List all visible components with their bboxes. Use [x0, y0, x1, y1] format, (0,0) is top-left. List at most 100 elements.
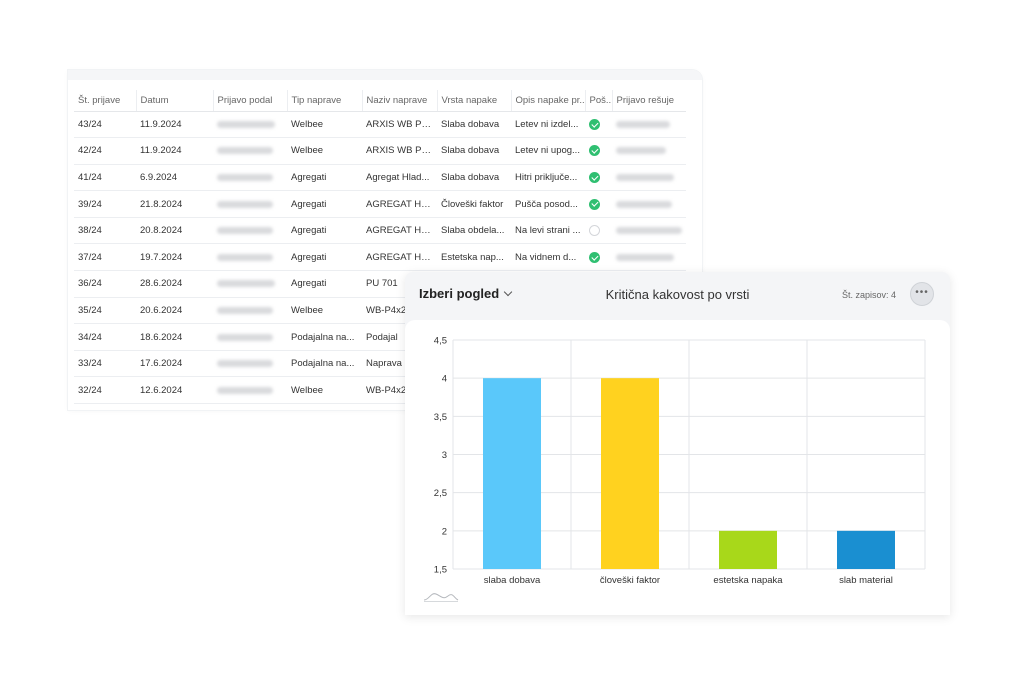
column-header[interactable]: Št. prijave: [74, 90, 136, 112]
row-device-type-cell: Welbee: [287, 297, 362, 325]
row-device-type-cell: Agregati: [287, 243, 362, 272]
check-circle-icon: [589, 118, 600, 130]
row-date-cell: 28.6.2024: [136, 270, 213, 298]
redacted-name: [217, 386, 273, 394]
column-header[interactable]: Tip naprave: [286, 90, 362, 112]
row-date-cell: 17.6.2024: [136, 350, 213, 378]
row-solver-cell: [612, 111, 686, 139]
y-tick-label: 4,5: [434, 336, 447, 347]
row-defect-type-cell: Estetska nap...: [437, 243, 511, 272]
record-count: Št. zapisov: 4: [841, 290, 896, 300]
x-category-label: estetska napaka: [713, 575, 783, 586]
row-id-cell: 43/24: [74, 111, 136, 139]
x-category-label: slab material: [839, 575, 893, 586]
row-status-cell: [585, 217, 612, 245]
row-date-cell: 20.6.2024: [136, 297, 213, 325]
y-tick-label: 4: [442, 374, 447, 385]
column-header[interactable]: Naziv naprave: [361, 90, 437, 112]
redacted-name: [616, 120, 670, 128]
table-row[interactable]: 43/24 11.9.2024 Welbee ARXIS WB P4... Slaba …: [74, 111, 686, 139]
redacted-name: [217, 333, 273, 341]
row-defect-type-cell: Slaba dobava: [437, 164, 511, 192]
row-reporter-cell: [213, 190, 287, 218]
chart-header: Izberi pogled Kritična kakovost po vrsti…: [405, 272, 950, 316]
row-device-type-cell: Podajalna na...: [287, 323, 362, 351]
redacted-name: [217, 120, 275, 128]
row-device-type-cell: Welbee: [287, 376, 362, 405]
row-device-name-cell: AGREGAT HL...: [362, 190, 437, 218]
records-table: Št. prijave Datum Prijavo podal Tip napr…: [74, 90, 686, 405]
row-date-cell: 11.9.2024: [136, 137, 213, 165]
column-header[interactable]: Poš...: [584, 90, 612, 112]
bar-slab-material: [837, 530, 895, 569]
redacted-name: [217, 280, 275, 288]
row-status-cell: [585, 190, 612, 218]
row-solver-cell: [612, 164, 686, 192]
y-tick-label: 2,5: [434, 488, 447, 499]
row-device-type-cell: Agregati: [287, 270, 362, 298]
table-row[interactable]: 38/24 20.8.2024 Agregati AGREGAT HL... Slaba…: [74, 217, 686, 245]
row-device-type-cell: Agregati: [287, 190, 362, 218]
row-reporter-cell: [213, 270, 287, 298]
column-header[interactable]: Prijavo rešuje: [611, 90, 686, 112]
row-device-type-cell: Agregati: [287, 217, 362, 245]
row-status-cell: [585, 137, 612, 165]
y-tick-label: 2: [442, 526, 447, 537]
row-id-cell: 42/24: [74, 137, 136, 165]
column-header[interactable]: Datum: [135, 90, 213, 112]
redacted-name: [217, 147, 273, 155]
column-header[interactable]: Opis napake pr...: [510, 90, 585, 112]
empty-circle-icon: [589, 225, 600, 237]
redacted-name: [616, 227, 682, 235]
row-date-cell: 6.9.2024: [136, 164, 213, 192]
column-header[interactable]: Prijavo podal: [212, 90, 287, 112]
check-circle-icon: [589, 171, 600, 183]
bar-človeški-faktor: [601, 378, 659, 569]
table-body: 43/24 11.9.2024 Welbee ARXIS WB P4... Slaba …: [74, 111, 686, 405]
row-reporter-cell: [213, 243, 287, 272]
redacted-name: [217, 306, 273, 314]
row-id-cell: 32/24: [74, 376, 136, 405]
row-status-cell: [585, 164, 612, 192]
redacted-name: [217, 200, 273, 208]
view-select-dropdown[interactable]: Izberi pogled: [419, 286, 513, 301]
row-reporter-cell: [213, 137, 287, 165]
table-row[interactable]: 39/24 21.8.2024 Agregati AGREGAT HL... Člove…: [74, 190, 686, 218]
redacted-name: [217, 360, 273, 368]
column-header[interactable]: Vrsta napake: [436, 90, 511, 112]
row-description-cell: Letev ni izdel...: [511, 111, 585, 139]
plot-panel: 1,5 2 2,5 3 3,5 4 4,5 slaba dobava človeški fakt…: [405, 320, 950, 615]
row-reporter-cell: [213, 350, 287, 378]
row-defect-type-cell: Slaba obdela...: [437, 217, 511, 245]
table-row[interactable]: 41/24 6.9.2024 Agregati Agregat Hlad... Slab…: [74, 164, 686, 192]
redacted-name: [217, 227, 273, 235]
x-category-label: slaba dobava: [484, 575, 541, 586]
row-id-cell: 33/24: [74, 350, 136, 378]
row-solver-cell: [612, 190, 686, 218]
chart-type-icon[interactable]: [423, 589, 459, 603]
table-row[interactable]: 42/24 11.9.2024 Welbee ARXIS WB P4... Slaba …: [74, 137, 686, 165]
row-reporter-cell: [213, 376, 287, 405]
redacted-name: [217, 253, 273, 261]
row-defect-type-cell: Slaba dobava: [437, 137, 511, 165]
row-description-cell: Hitri priključe...: [511, 164, 585, 192]
more-options-button[interactable]: •••: [910, 282, 934, 306]
row-id-cell: 36/24: [74, 270, 136, 298]
y-tick-label: 3: [442, 450, 447, 461]
row-date-cell: 12.6.2024: [136, 376, 213, 405]
redacted-name: [616, 253, 674, 261]
row-device-name-cell: AGREGAT HL...: [362, 243, 437, 272]
row-reporter-cell: [213, 164, 287, 192]
table-row[interactable]: 37/24 19.7.2024 Agregati AGREGAT HL... Estet…: [74, 243, 686, 272]
row-solver-cell: [612, 243, 686, 272]
check-circle-icon: [589, 145, 600, 157]
row-defect-type-cell: Človeški faktor: [437, 190, 511, 218]
row-reporter-cell: [213, 323, 287, 351]
row-device-type-cell: Podajalna na...: [287, 350, 362, 378]
chart-title: Kritična kakovost po vrsti: [605, 287, 750, 302]
table-header-row: Št. prijave Datum Prijavo podal Tip napr…: [74, 90, 686, 112]
row-status-cell: [585, 243, 612, 272]
row-date-cell: 18.6.2024: [136, 323, 213, 351]
row-status-cell: [585, 111, 612, 139]
row-date-cell: 21.8.2024: [136, 190, 213, 218]
